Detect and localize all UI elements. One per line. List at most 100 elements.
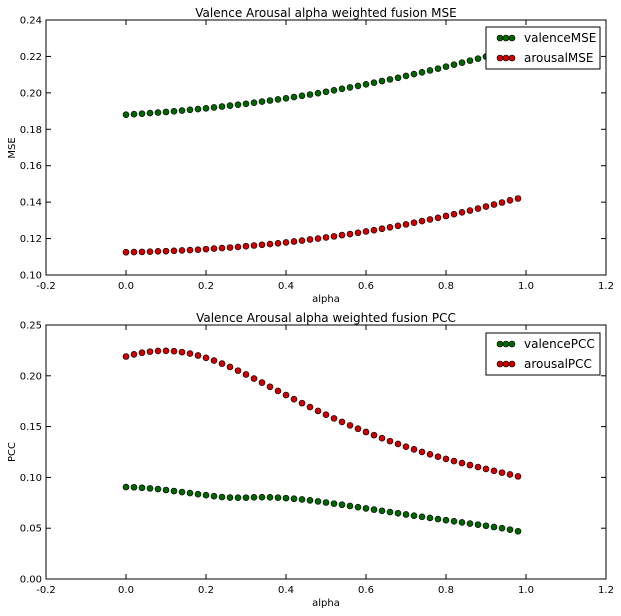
data-point-arousalpcc	[386, 437, 394, 445]
legend-marker-arousalmse	[496, 54, 504, 62]
pcc-chart-panel: Valence Arousal alpha weighted fusion PC…	[7, 311, 614, 609]
data-point-valencepcc	[466, 520, 474, 527]
legend-label-arousalmse: arousalMSE	[524, 51, 593, 65]
pcc-x-axis-label: alpha	[312, 598, 340, 609]
data-point-valencemse	[354, 82, 362, 90]
data-point-valencepcc	[178, 488, 186, 496]
data-point-valencemse	[234, 101, 242, 108]
data-point-valencepcc	[474, 521, 482, 528]
data-point-arousalmse	[170, 247, 178, 255]
data-point-valencepcc	[458, 519, 466, 526]
data-point-arousalmse	[346, 230, 354, 238]
data-point-arousalpcc	[250, 375, 258, 382]
data-point-valencepcc	[450, 517, 458, 525]
data-point-arousalpcc	[370, 431, 378, 439]
data-point-valencepcc	[338, 501, 346, 509]
data-point-arousalpcc	[210, 357, 218, 364]
data-point-arousalmse	[418, 217, 426, 225]
data-point-arousalmse	[202, 245, 210, 253]
legend-marker-arousalpcc	[502, 360, 510, 368]
data-point-arousalmse	[450, 210, 458, 218]
data-point-valencemse	[154, 109, 162, 116]
data-point-arousalpcc	[338, 418, 346, 426]
data-point-arousalmse	[306, 236, 314, 243]
data-point-arousalmse	[146, 248, 154, 255]
y-tick-label: 0.20	[20, 88, 42, 99]
data-point-arousalpcc	[154, 347, 162, 355]
x-tick-label: 0.0	[118, 281, 134, 292]
y-tick-label: 0.05	[20, 524, 42, 535]
data-point-valencemse	[186, 106, 194, 114]
data-point-arousalmse	[258, 241, 266, 249]
legend-label-valencepcc: valencePCC	[524, 337, 595, 351]
data-point-valencepcc	[410, 512, 418, 520]
legend-marker-valencemse	[502, 34, 510, 42]
data-point-valencemse	[346, 84, 354, 91]
data-point-arousalpcc	[162, 347, 170, 355]
data-point-arousalmse	[426, 216, 434, 223]
data-point-valencemse	[298, 92, 306, 100]
data-point-arousalpcc	[394, 440, 402, 448]
data-point-valencemse	[322, 88, 330, 96]
data-point-valencepcc	[130, 483, 138, 491]
data-point-valencepcc	[442, 516, 450, 524]
data-point-arousalmse	[282, 239, 290, 246]
data-point-arousalmse	[402, 221, 410, 228]
legend-label-arousalpcc: arousalPCC	[524, 357, 592, 371]
data-point-valencemse	[442, 63, 450, 70]
data-point-valencemse	[290, 93, 298, 101]
data-point-arousalmse	[498, 199, 506, 206]
data-point-arousalmse	[378, 225, 386, 233]
pcc-chart-marks	[122, 347, 522, 535]
data-point-arousalpcc	[490, 467, 498, 475]
data-point-arousalmse	[194, 246, 202, 253]
data-point-arousalpcc	[482, 465, 490, 473]
data-point-valencepcc	[498, 524, 506, 532]
data-point-arousalpcc	[170, 347, 178, 355]
data-point-valencemse	[410, 70, 418, 78]
data-point-arousalpcc	[130, 351, 138, 358]
data-point-valencemse	[146, 109, 154, 117]
data-point-arousalmse	[226, 244, 234, 251]
data-point-arousalmse	[322, 234, 330, 241]
y-tick-label: 0.10	[20, 473, 42, 484]
data-point-valencemse	[162, 108, 170, 116]
data-point-arousalmse	[386, 223, 394, 231]
legend-label-valencemse: valenceMSE	[524, 31, 596, 45]
mse-y-axis-label: MSE	[7, 137, 18, 158]
data-point-arousalmse	[210, 245, 218, 252]
y-tick-label: 0.16	[20, 161, 42, 172]
mse-legend: valenceMSE arousalMSE	[485, 26, 601, 70]
mse-chart-title: Valence Arousal alpha weighted fusion MS…	[195, 6, 456, 20]
data-point-arousalmse	[130, 248, 138, 256]
data-point-arousalpcc	[434, 453, 442, 460]
pcc-plot-frame	[45, 324, 607, 580]
data-point-valencepcc	[290, 495, 298, 503]
data-point-valencemse	[274, 96, 282, 103]
data-point-arousalmse	[218, 244, 226, 252]
data-point-valencemse	[122, 111, 130, 119]
pcc-legend-box	[485, 332, 601, 376]
data-point-valencemse	[338, 85, 346, 93]
data-point-valencemse	[458, 59, 466, 66]
data-point-arousalpcc	[202, 354, 210, 362]
data-point-arousalmse	[410, 219, 418, 227]
data-point-valencepcc	[362, 505, 370, 512]
data-point-arousalpcc	[322, 411, 330, 419]
data-point-arousalmse	[442, 212, 450, 220]
x-tick-label: -0.2	[36, 585, 56, 596]
data-point-valencepcc	[314, 498, 322, 505]
data-point-arousalmse	[242, 242, 250, 250]
data-point-valencemse	[434, 65, 442, 72]
data-point-arousalpcc	[410, 446, 418, 453]
data-point-arousalpcc	[426, 451, 434, 458]
data-point-arousalpcc	[194, 352, 202, 359]
y-tick-label: 0.22	[20, 52, 42, 63]
pcc-chart-ticks: -0.2 0.0 0.2 0.4 0.6 0.8 1.0 1.2 0.00 0.05 0.10 0.1…	[20, 321, 614, 597]
data-point-valencemse	[474, 55, 482, 62]
data-point-valencemse	[314, 89, 322, 97]
data-point-valencemse	[130, 110, 138, 118]
legend-marker-arousalpcc	[508, 360, 516, 368]
data-point-valencepcc	[482, 522, 490, 530]
